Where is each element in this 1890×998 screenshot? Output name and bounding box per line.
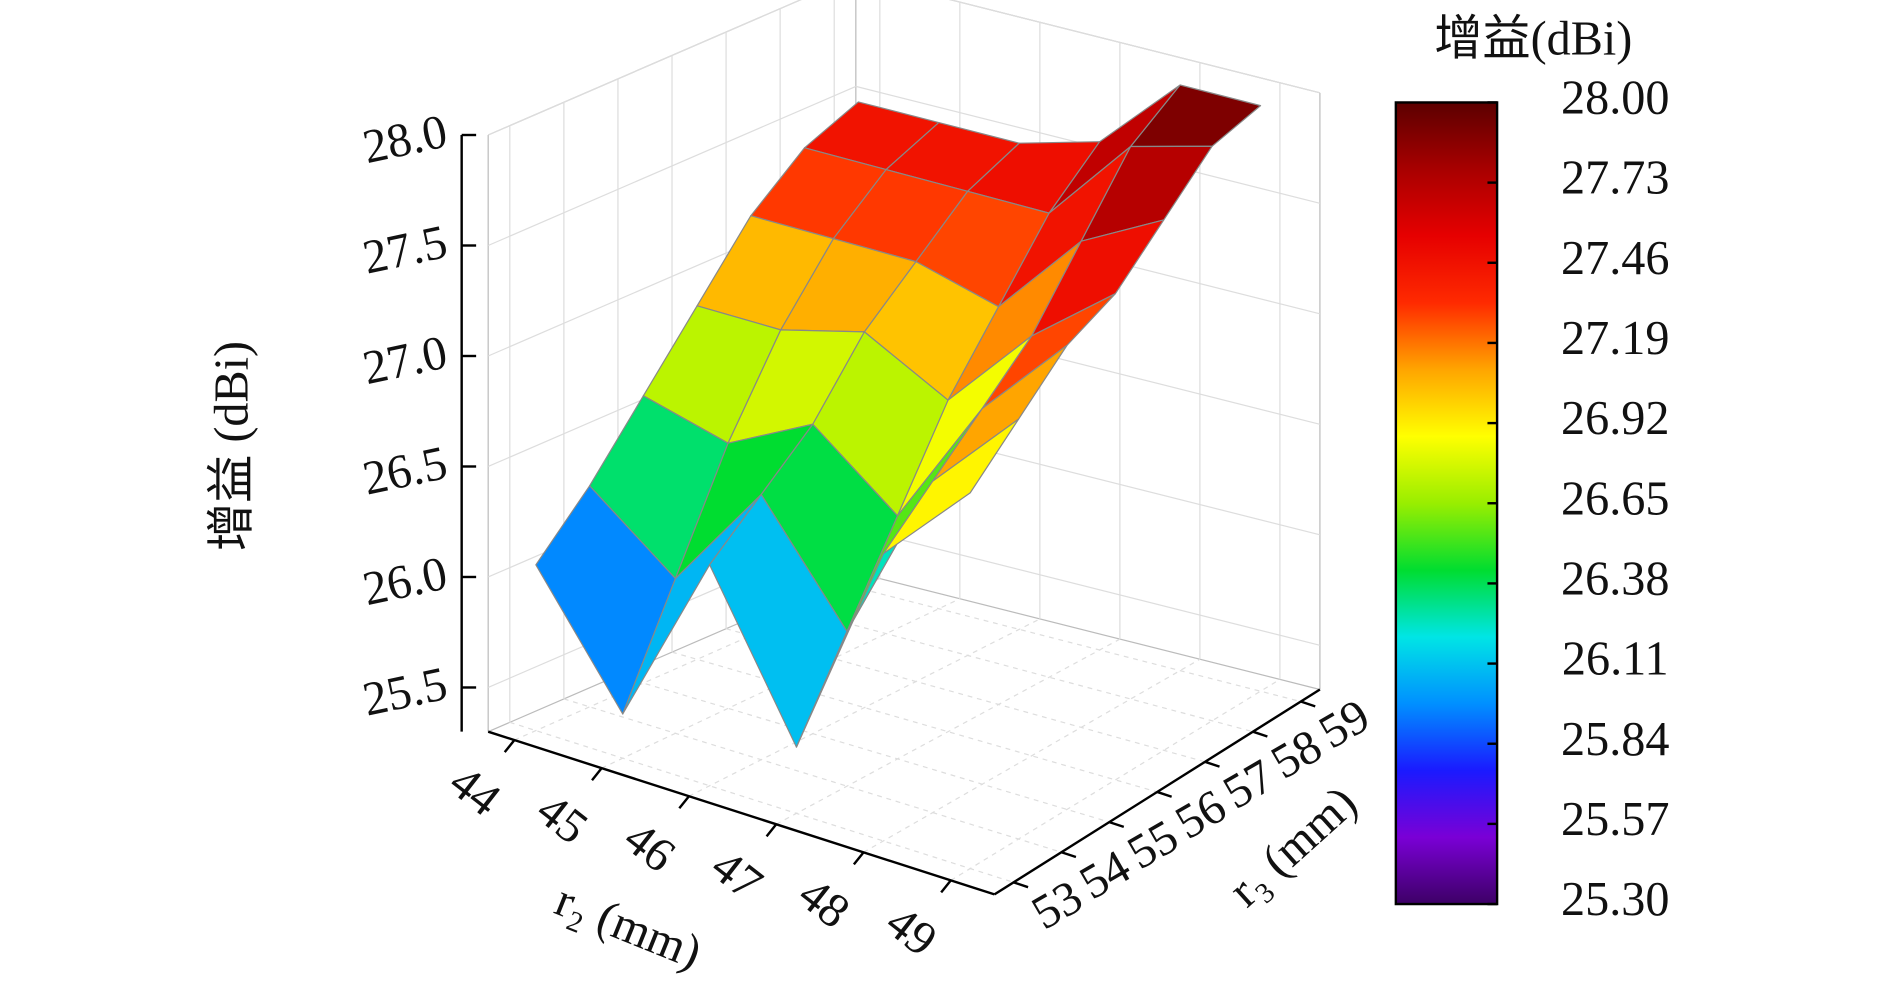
grid-line [834, 581, 1301, 703]
z-tick-label: 25.5 [358, 657, 452, 726]
x-tick-label: 47 [701, 839, 772, 910]
y-tick [1013, 881, 1029, 889]
colorbar-tick-label: 26.38 [1561, 552, 1669, 605]
colorbar-tick-label: 28.00 [1561, 72, 1669, 125]
colorbar-tick-label: 25.30 [1561, 873, 1669, 926]
x-tick [503, 739, 516, 753]
x-tick [591, 767, 603, 781]
colorbar-tick-label: 25.84 [1561, 713, 1669, 766]
x-tick-label: 45 [527, 783, 598, 854]
colorbar-tick-label: 26.65 [1561, 472, 1669, 525]
x-tick [765, 823, 778, 838]
y-tick [1061, 851, 1077, 859]
grid-line [671, 651, 1158, 793]
z-tick-label: 27.5 [358, 215, 452, 284]
x-tick-label: 49 [876, 895, 947, 966]
colorbar-title: 增益(dBi) [1434, 12, 1632, 65]
grid-line [949, 0, 1321, 94]
x-tick-label: 48 [789, 867, 860, 938]
box-edge [949, 0, 1321, 94]
colorbar-tick-label: 26.92 [1561, 392, 1669, 445]
plot-area: 增益(dBi) 增益 (dBi) r₂ (mm) r₃ (mm) 25.526.… [205, 0, 1669, 979]
grid-line [509, 721, 1014, 883]
y-tick [1204, 760, 1220, 768]
x-tick-label: 44 [440, 755, 511, 826]
colorbar-tick-label: 27.46 [1561, 232, 1669, 285]
z-axis-title: 增益 (dBi) [205, 341, 258, 551]
y-tick [1300, 700, 1316, 708]
colorbar-tick-label: 25.57 [1561, 793, 1669, 846]
z-tick-label: 26.5 [358, 436, 452, 505]
z-tick-label: 26.0 [358, 547, 452, 616]
colorbar [1394, 101, 1499, 906]
x-tick [852, 851, 865, 866]
colorbar-tick-label: 27.19 [1561, 312, 1669, 365]
x-axis-title: r₂ (mm) [548, 873, 709, 979]
y-tick [1156, 790, 1173, 798]
x-tick [678, 795, 690, 810]
grid-line [775, 638, 1121, 825]
x-tick-label: 46 [614, 811, 685, 882]
grid-line [617, 674, 1110, 823]
grid-line [779, 604, 1254, 733]
box-edge [855, 571, 1321, 691]
z-tick-label: 27.0 [358, 326, 452, 395]
surface-patch [882, 418, 1020, 555]
grid-line [601, 598, 961, 769]
grid-line [863, 658, 1201, 853]
x-axis [487, 730, 995, 896]
z-tick-label: 28.0 [358, 105, 452, 174]
x-tick [940, 879, 952, 894]
colorbar-tick-label: 27.73 [1561, 152, 1669, 205]
grid-line [950, 678, 1281, 881]
grid-line [855, 527, 1321, 646]
colorbar-tick-label: 26.11 [1562, 633, 1669, 686]
y-tick [1252, 730, 1268, 738]
y-tick [1108, 820, 1125, 829]
grid-line [688, 618, 1041, 797]
